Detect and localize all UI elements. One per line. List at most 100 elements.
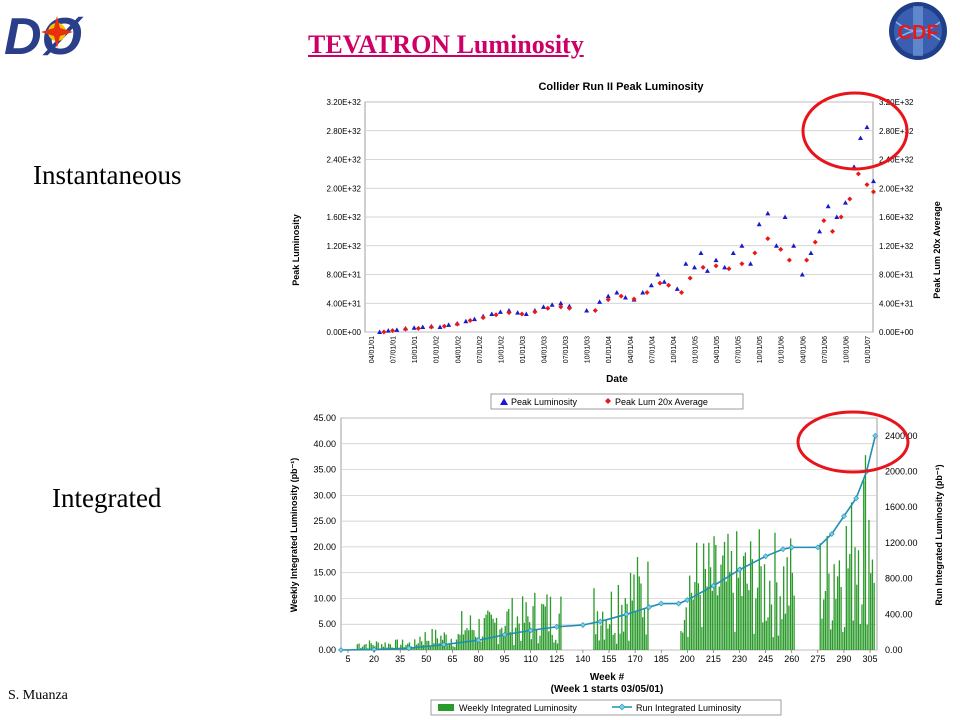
chart1-x-tick-label: 07/01/05 <box>736 336 743 363</box>
chart1-legend: Peak Luminosity Peak Lum 20x Average <box>490 393 744 410</box>
chart1-average-point <box>687 275 693 281</box>
chart1-y-tick-label: 1.20E+32 <box>327 242 362 251</box>
chart2-weekly-bar <box>683 619 686 650</box>
chart2-weekly-bar <box>835 598 837 650</box>
chart2-weekly-bar <box>610 591 613 650</box>
chart1-peak-point <box>622 295 628 300</box>
chart2-run-point <box>841 513 847 520</box>
chart2-x-tick-label: 245 <box>758 654 773 664</box>
chart1-peak-point <box>385 328 391 333</box>
author-label: S. Muanza <box>8 688 68 703</box>
chart1-peak-point <box>722 264 728 270</box>
chart2-weekly-bar <box>645 634 647 650</box>
chart1-average-point <box>700 264 706 270</box>
chart1-x-tick-label: 04/01/04 <box>628 336 635 363</box>
slide-title: TEVATRON Luminosity <box>308 30 584 59</box>
chart1-peak-point <box>411 325 417 330</box>
chart2-weekly-bar <box>706 586 708 650</box>
chart1-peak-point <box>549 302 555 307</box>
chart2-run-point <box>736 566 743 573</box>
chart2-run-point <box>553 623 560 630</box>
chart2-weekly-bar <box>739 566 741 650</box>
chart2-weekly-bar <box>852 620 854 650</box>
chart1-right-ticks: 0.00E+00 4.00E+31 8.00E+31 1.20E+32 1.60E+32… <box>879 98 914 337</box>
chart2-weekly-bar <box>370 643 372 650</box>
chart2-weekly-bar <box>400 644 402 650</box>
chart1-peak-point <box>437 324 443 329</box>
chart2-weekly-bar <box>843 627 846 650</box>
chart1-x-tick-label: 07/01/04 <box>649 336 656 363</box>
chart1-x-tick-label: 07/01/01 <box>391 336 398 363</box>
chart1-average-point <box>467 318 473 323</box>
chart2-weekly-bar <box>741 595 743 650</box>
chart1-average-point <box>765 236 771 242</box>
chart2-weekly-bar <box>727 533 729 650</box>
chart1-x-tick-label: 10/01/01 <box>412 336 419 363</box>
chart2-weekly-bar <box>871 559 874 650</box>
chart2-weekly-bar <box>631 600 633 650</box>
chart2-grid <box>340 417 878 651</box>
chart2-weekly-bar <box>382 646 385 650</box>
chart2-weekly-bar <box>682 632 684 650</box>
chart2-y2label: Run Integrated Luminosity (pb⁻¹) <box>934 464 944 605</box>
chart2-ylabel: Weekly Integrated Luminosity (pb⁻¹) <box>289 458 299 613</box>
chart1-average-point <box>381 329 387 335</box>
chart1-peak-point <box>523 311 529 317</box>
chart1-peak-point <box>858 135 864 140</box>
chart1-peak-point <box>661 279 667 284</box>
chart2-weekly-bar <box>868 519 870 650</box>
chart2-y-tick-label: 5.00 <box>318 619 336 629</box>
chart2-weekly-bar <box>556 643 559 650</box>
chart2-run-line <box>338 432 879 653</box>
chart1-peak-point <box>691 264 697 270</box>
chart1-peak-point <box>648 282 654 288</box>
chart1-x-tick-label: 10/01/05 <box>757 336 764 363</box>
chart1-average-point <box>644 289 650 295</box>
chart2-weekly-bar <box>709 567 712 650</box>
chart2-weekly-bar <box>534 592 536 650</box>
chart2-run-point <box>710 582 717 589</box>
d0-logo-text: DØ <box>4 8 85 64</box>
chart2-weekly-bar <box>734 631 736 650</box>
chart2-weekly-bar <box>737 577 740 650</box>
chart2-y2-tick-label: 2400.00 <box>885 431 918 441</box>
chart2-weekly-bar <box>558 613 560 650</box>
chart1-peak-point <box>864 124 870 130</box>
chart2-weekly-bar <box>377 642 379 650</box>
chart2-y-tick-label: 35.00 <box>313 465 336 475</box>
chart2-weekly-bar <box>729 571 731 650</box>
chart1-peak-point <box>674 286 680 291</box>
chart2-weekly-bar <box>786 557 788 650</box>
chart1-peak-point <box>515 310 521 315</box>
label-instantaneous: Instantaneous <box>33 160 182 190</box>
chart2-weekly-bar <box>751 559 754 650</box>
chart2-weekly-bar <box>619 633 621 650</box>
chart2-weekly-bar <box>530 639 532 650</box>
chart2-weekly-bar <box>609 624 611 650</box>
chart1-y-tick-label: 2.00E+32 <box>327 184 362 193</box>
chart2-x-tick-label: 185 <box>654 654 669 664</box>
chart2-weekly-bar <box>629 572 632 650</box>
chart1-peak-point <box>842 200 848 205</box>
chart2-weekly-bar <box>615 643 618 650</box>
chart1-left-ticks: 0.00E+00 4.00E+31 8.00E+31 1.20E+32 1.60E+32… <box>327 98 362 337</box>
chart2-x-tick-label: 170 <box>628 654 643 664</box>
chart2-weekly-bar <box>774 532 776 650</box>
chart2-weekly-bar <box>831 620 834 650</box>
chart1-peak-point <box>420 324 426 329</box>
chart2-weekly-bar <box>365 644 367 650</box>
chart2-weekly-bar <box>421 641 423 650</box>
chart2-weekly-bar <box>455 639 458 650</box>
chart1-peak-point <box>558 300 564 306</box>
chart1-average-point <box>519 311 525 317</box>
legend-weekly-marker <box>438 704 454 711</box>
chart2-weekly-bar <box>612 634 614 650</box>
chart2-weekly-bar <box>405 644 407 650</box>
chart2-weekly-bar <box>770 604 773 650</box>
chart2-weekly-bar <box>744 552 747 650</box>
chart1-x-ticks: 04/01/01 07/01/01 10/01/01 01/01/02 04/01/02… <box>369 336 872 363</box>
legend-run-label: Run Integrated Luminosity <box>636 703 742 713</box>
chart2-weekly-bar <box>471 629 473 650</box>
chart2-weekly-bar <box>375 641 378 650</box>
chart1-average-point <box>726 266 732 272</box>
